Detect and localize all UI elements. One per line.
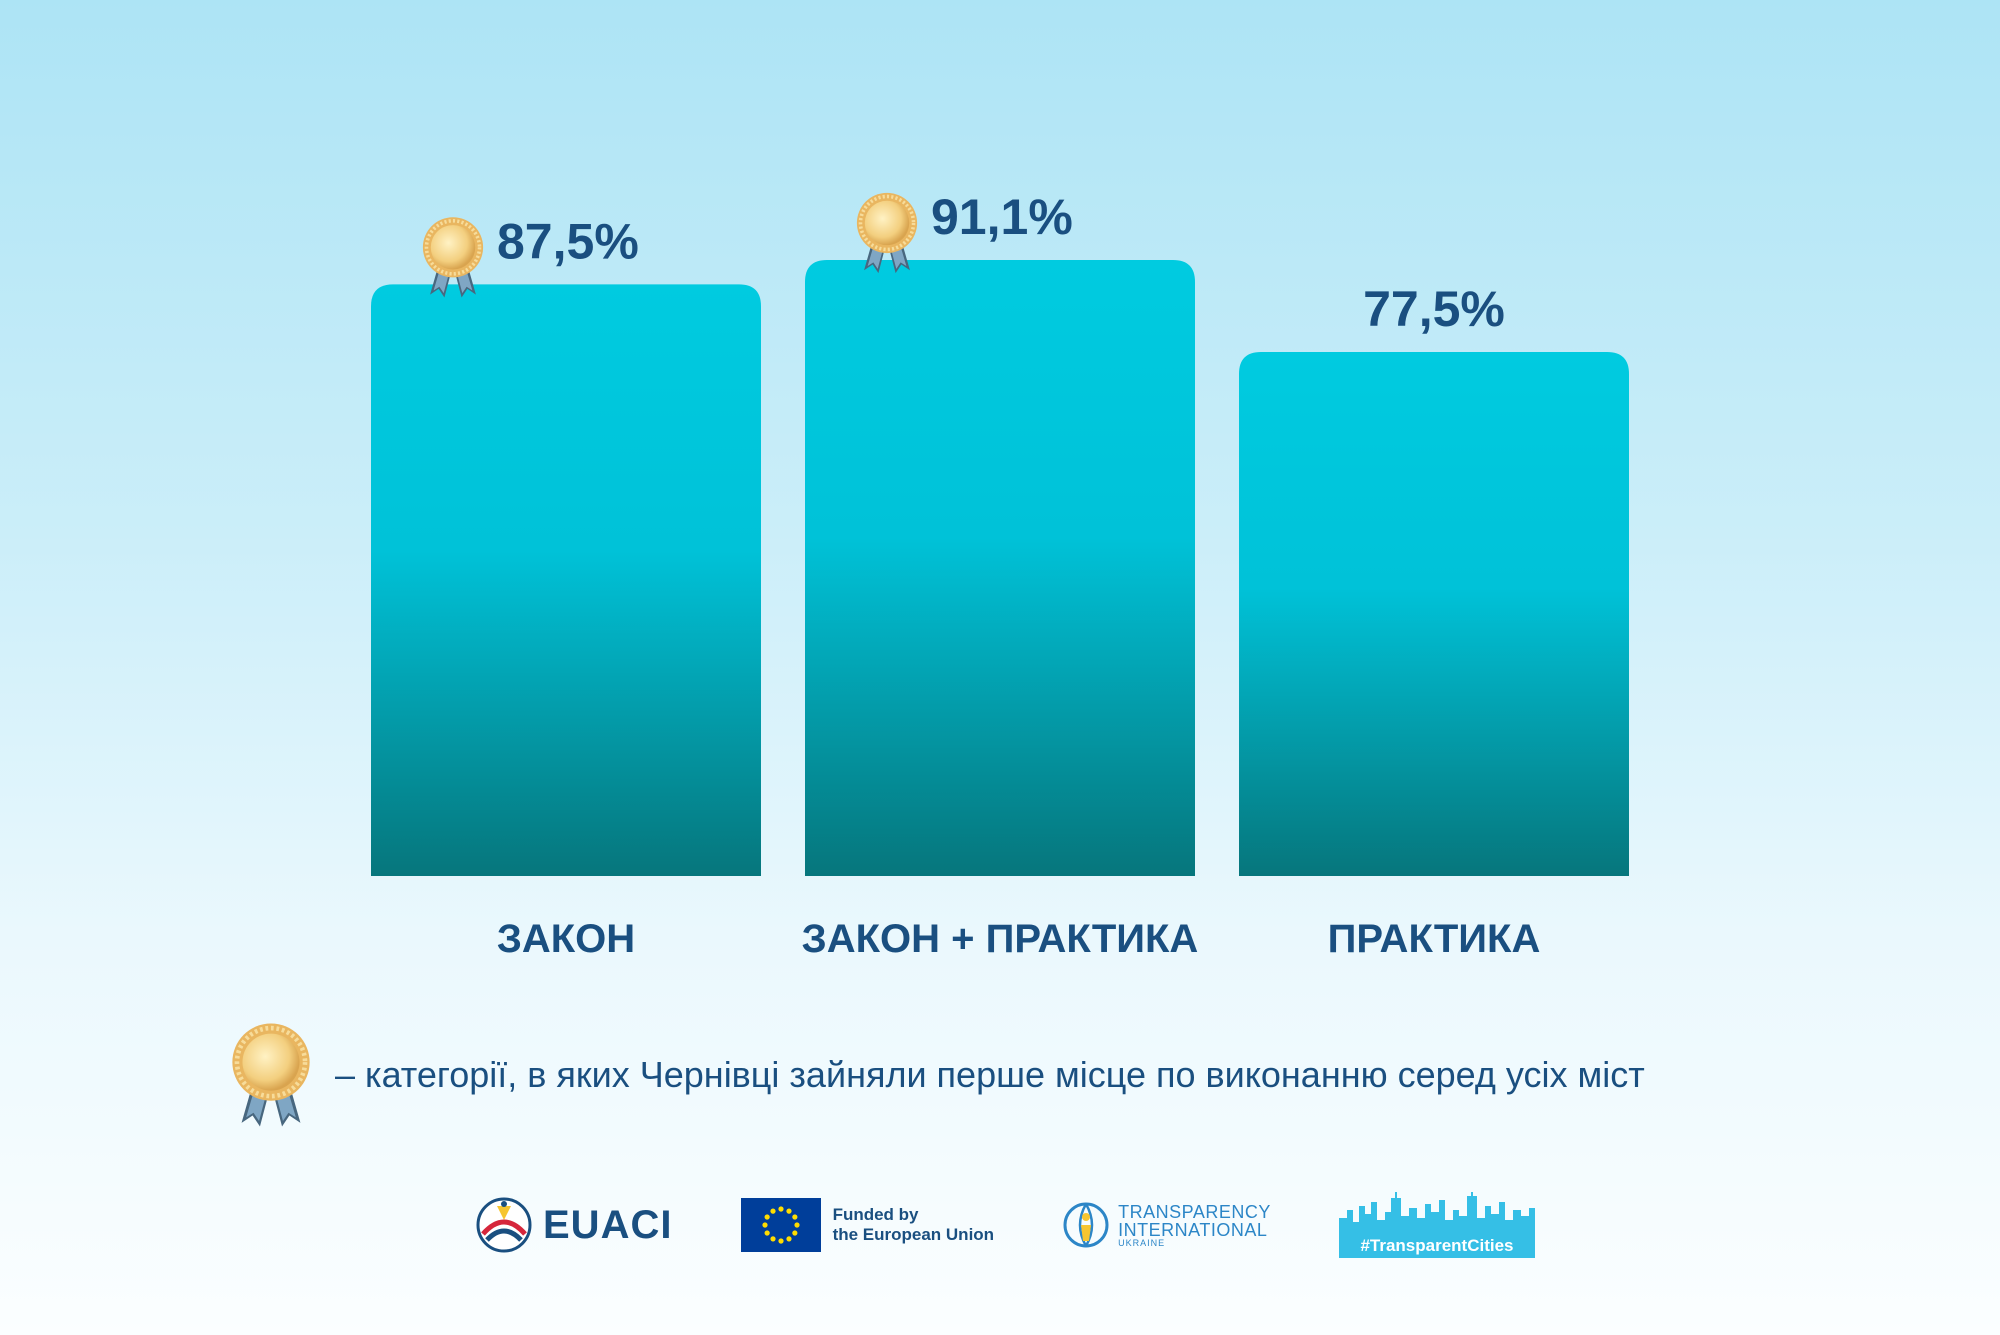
value-label-2: 91,1% [931, 189, 1073, 245]
value-label-3: 77,5% [1363, 281, 1505, 337]
eu-star-icon [791, 1230, 798, 1236]
legend: – категорії, в яких Чернівці зайняли пер… [225, 1015, 1645, 1135]
bar-chart: 87,5% ЗАКОН 91,1% ЗАКОН + ПРАКТИКА 77,5% ПРАК… [371, 189, 1629, 961]
ti-line-1: TRANSPARENCY [1118, 1201, 1271, 1222]
eu-star-icon [769, 1236, 776, 1242]
city-skyline-icon [1338, 1192, 1535, 1236]
eu-star-icon [785, 1236, 792, 1242]
legend-text: – категорії, в яких Чернівці зайняли пер… [335, 1054, 1645, 1095]
ti-text: TRANSPARENCY INTERNATIONAL UKRAINE [1118, 1203, 1271, 1248]
ti-logo: TRANSPARENCY INTERNATIONAL UKRAINE [1062, 1201, 1271, 1249]
bar-1 [371, 284, 761, 877]
logo-strip: EUACI Funded by the European Union TRANS… [475, 1190, 1535, 1260]
ti-globe-icon [1063, 1202, 1109, 1248]
eu-star-icon [764, 1214, 770, 1220]
bar-2 [805, 260, 1195, 876]
category-label-3: ПРАКТИКА [1328, 917, 1541, 961]
eu-star-icon [769, 1208, 776, 1214]
eu-star-icon [791, 1214, 798, 1220]
ti-line-3: UKRAINE [1118, 1237, 1166, 1248]
value-label-1: 87,5% [497, 213, 639, 269]
eu-star-icon [761, 1222, 768, 1228]
medal-icon [225, 1019, 317, 1131]
eu-star-icon [777, 1206, 784, 1212]
category-label-1: ЗАКОН [497, 917, 635, 961]
eu-logo: Funded by the European Union [740, 1198, 995, 1252]
eu-flag-icon [740, 1198, 821, 1252]
transparent-cities-label: #TransparentCities [1338, 1234, 1535, 1258]
euaci-text: EUACI [543, 1202, 673, 1247]
eu-star-icon [764, 1230, 770, 1236]
eu-line-2: the European Union [832, 1225, 995, 1244]
ti-line-2: INTERNATIONAL [1118, 1219, 1268, 1240]
eu-star-icon [793, 1222, 800, 1228]
bar-3 [1239, 352, 1629, 876]
eu-star-icon [777, 1238, 784, 1244]
transparent-cities-logo: #TransparentCities [1338, 1192, 1535, 1258]
eu-line-1: Funded by [832, 1204, 919, 1224]
euaci-logo: EUACI [475, 1196, 672, 1254]
euaci-emblem-icon [476, 1197, 532, 1253]
category-label-2: ЗАКОН + ПРАКТИКА [802, 917, 1199, 961]
eu-funded-text: Funded by the European Union [833, 1205, 995, 1246]
eu-star-icon [785, 1208, 792, 1214]
